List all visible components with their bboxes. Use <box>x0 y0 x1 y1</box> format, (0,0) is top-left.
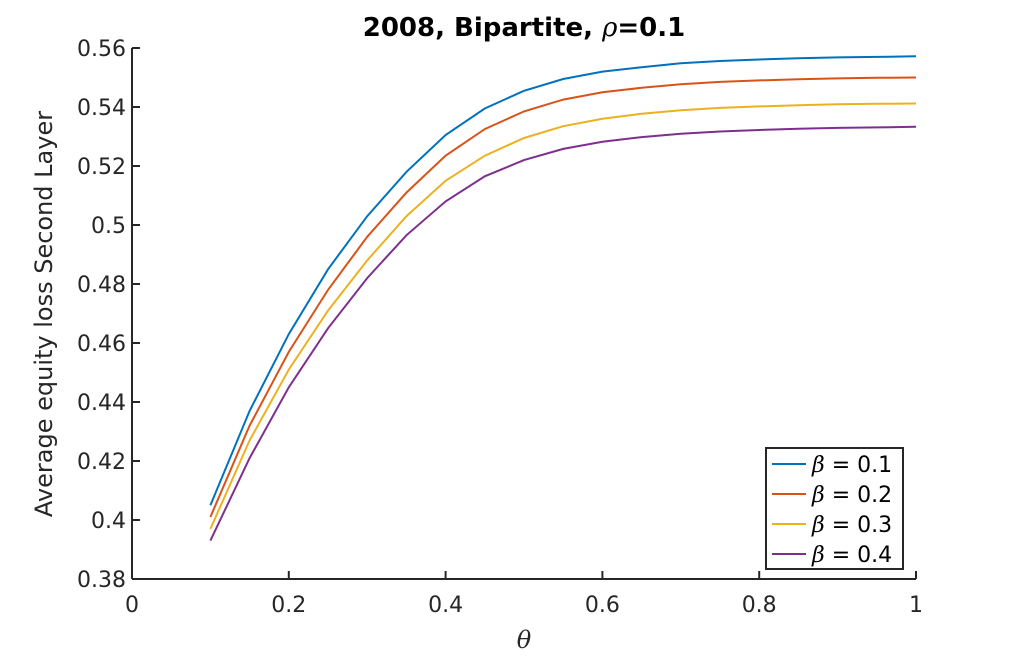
y-tick-label: 0.38 <box>77 568 126 593</box>
legend-symbol: β <box>811 543 825 568</box>
x-tick-label: 0.4 <box>428 593 463 618</box>
legend-value: = 0.3 <box>825 513 892 538</box>
x-tick-label: 0 <box>125 593 139 618</box>
series-line-1 <box>209 55 917 506</box>
legend-label-2: β = 0.2 <box>811 483 892 508</box>
y-tick-label: 0.48 <box>77 273 126 298</box>
series-line-2 <box>209 76 917 518</box>
y-tick-label: 0.4 <box>91 509 126 534</box>
y-tick-label: 0.5 <box>91 214 126 239</box>
x-tick-label: 0.6 <box>585 593 620 618</box>
legend-symbol: β <box>811 483 825 508</box>
legend-value: = 0.1 <box>825 453 892 478</box>
y-tick-label: 0.54 <box>77 96 126 121</box>
x-tick-label: 0.8 <box>742 593 777 618</box>
x-axis-label: θ <box>517 626 532 654</box>
legend-box <box>765 447 904 570</box>
series-lines <box>209 55 917 542</box>
chart-title-prefix: 2008, Bipartite, <box>363 13 602 43</box>
y-ticks: 0.38 0.4 0.42 0.44 0.46 0.48 0.5 0.52 0.54 0.56 <box>77 37 140 593</box>
legend-label-4: β = 0.4 <box>811 543 892 568</box>
legend-symbol: β <box>811 453 825 478</box>
chart-title-suffix: =0.1 <box>617 13 685 43</box>
chart-title-symbol: ρ <box>601 13 618 43</box>
legend-symbol: β <box>811 513 825 538</box>
x-tick-label: 1 <box>909 593 923 618</box>
y-tick-label: 0.42 <box>77 450 126 475</box>
y-tick-label: 0.44 <box>77 391 126 416</box>
legend-label-1: β = 0.1 <box>811 453 892 478</box>
y-tick-label: 0.56 <box>77 37 126 62</box>
y-axis-label: Average equity loss Second Layer <box>30 111 58 517</box>
chart-title: 2008, Bipartite, ρ=0.1 <box>363 13 685 43</box>
x-ticks: 0 0.2 0.4 0.6 0.8 1 <box>125 571 923 618</box>
series-line-4 <box>209 125 917 542</box>
x-tick-label: 0.2 <box>271 593 306 618</box>
y-tick-label: 0.46 <box>77 332 126 357</box>
y-tick-label: 0.52 <box>77 155 126 180</box>
axes <box>131 48 916 580</box>
legend-items: β = 0.1β = 0.2β = 0.3β = 0.4 <box>772 453 892 568</box>
legend-label-3: β = 0.3 <box>811 513 892 538</box>
legend: β = 0.1β = 0.2β = 0.3β = 0.4 <box>765 447 904 570</box>
legend-value: = 0.2 <box>825 483 892 508</box>
legend-value: = 0.4 <box>825 543 892 568</box>
series-line-3 <box>209 102 917 530</box>
